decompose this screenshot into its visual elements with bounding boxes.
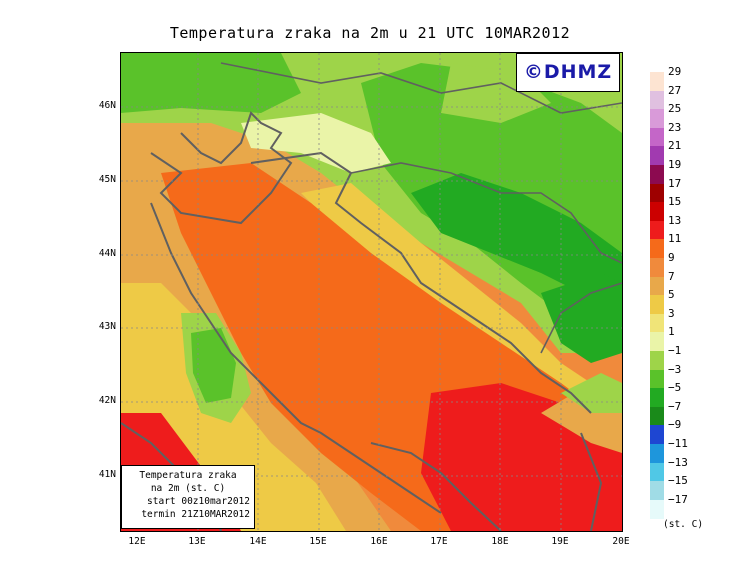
temp-band-1 <box>241 113 391 173</box>
legend-swatch <box>650 332 664 352</box>
albania-light-green <box>561 373 622 413</box>
map-title: Temperatura zraka na 2m u 21 UTC 10MAR20… <box>169 24 571 42</box>
apennine-green <box>191 328 236 403</box>
legend-swatch <box>650 220 664 240</box>
lat-label-41n: 41N <box>98 469 116 480</box>
lon-label-12e: 12E <box>128 536 146 547</box>
legend-label: 19 <box>668 158 682 171</box>
lon-label-17e: 17E <box>430 536 448 547</box>
legend-swatch <box>650 90 664 110</box>
legend-swatch <box>650 295 664 315</box>
map-canvas <box>121 53 622 531</box>
info-box: Temperatura zraka na 2m (st. C) start 00… <box>121 465 255 529</box>
legend-label: −15 <box>668 474 688 488</box>
legend-swatch <box>650 313 664 333</box>
lon-label-19e: 19E <box>551 536 569 547</box>
legend-label: −5 <box>668 381 682 395</box>
info-line-2: na 2m (st. C) <box>150 483 226 494</box>
lon-label-14e: 14E <box>249 536 267 547</box>
legend-label: 23 <box>668 120 682 134</box>
lat-label-42n: 42N <box>98 395 116 406</box>
legend-label: −9 <box>668 418 682 432</box>
lon-label-18e: 18E <box>491 536 509 547</box>
info-line-4: termin 21Z10MAR2012 <box>141 509 250 520</box>
lat-label-44n: 44N <box>98 248 116 259</box>
legend-swatch <box>650 369 664 389</box>
legend-label: 13 <box>668 213 682 227</box>
lat-label-46n: 46N <box>98 100 116 111</box>
legend-swatch <box>650 146 664 166</box>
legend-swatch <box>650 351 664 371</box>
legend-label: 29 <box>668 65 682 78</box>
alps-green <box>121 53 301 113</box>
north-italy-coast <box>150 111 293 225</box>
bosnia-north-border <box>350 162 622 264</box>
dinaric-dark-green <box>411 173 622 293</box>
coast-band-3-5 <box>301 183 591 403</box>
gargano-coast <box>370 442 502 531</box>
legend-label: 25 <box>668 102 682 116</box>
legend-label: −1 <box>668 344 682 357</box>
legend-label: 7 <box>668 269 675 283</box>
legend-label: 21 <box>668 139 682 153</box>
legend-swatch <box>650 202 664 222</box>
temperature-map[interactable] <box>120 52 623 532</box>
lat-label-45n: 45N <box>98 174 116 185</box>
albania-coast <box>580 432 603 531</box>
legend-swatch <box>650 462 664 482</box>
montenegro-green <box>541 273 622 363</box>
legend-label: −13 <box>668 455 688 469</box>
info-line-1: Temperatura zraka <box>139 470 237 481</box>
legend-label: 11 <box>668 232 682 246</box>
legend-swatch <box>650 258 664 278</box>
lon-label-13e: 13E <box>188 536 206 547</box>
legend-label: −11 <box>668 437 688 450</box>
legend-swatch <box>650 72 664 92</box>
lat-label-43n: 43N <box>98 321 116 332</box>
legend-swatch <box>650 239 664 259</box>
legend-swatch <box>650 127 664 147</box>
legend-label: 27 <box>668 83 682 97</box>
legend-label: 5 <box>668 288 675 302</box>
legend-label: 1 <box>668 325 675 339</box>
legend-swatch <box>650 481 664 501</box>
lon-label-20e: 20E <box>612 536 630 547</box>
legend-label: −3 <box>668 362 682 376</box>
dhmz-logo: ©DHMZ <box>516 53 620 92</box>
legend-swatch <box>650 388 664 408</box>
legend-swatch <box>650 425 664 445</box>
legend-swatch <box>650 183 664 203</box>
legend-label: 15 <box>668 195 682 209</box>
lon-label-15e: 15E <box>309 536 327 547</box>
italy-east-coast <box>150 202 442 514</box>
legend-swatch <box>650 276 664 296</box>
legend-unit: (st. C) <box>663 519 704 530</box>
legend-swatch <box>650 444 664 464</box>
info-line-3: start 00z10mar2012 <box>147 496 250 507</box>
graticule <box>121 53 622 531</box>
legend-swatch <box>650 165 664 185</box>
montenegro-border <box>540 282 622 354</box>
legend-label: −17 <box>668 492 688 506</box>
legend-swatch <box>650 499 664 519</box>
legend-swatch <box>650 109 664 129</box>
lon-label-16e: 16E <box>370 536 388 547</box>
legend-swatch <box>650 406 664 426</box>
legend-label: 9 <box>668 251 675 264</box>
legend-label: 17 <box>668 176 682 190</box>
legend-label: 3 <box>668 306 675 320</box>
legend-label: −7 <box>668 399 682 413</box>
